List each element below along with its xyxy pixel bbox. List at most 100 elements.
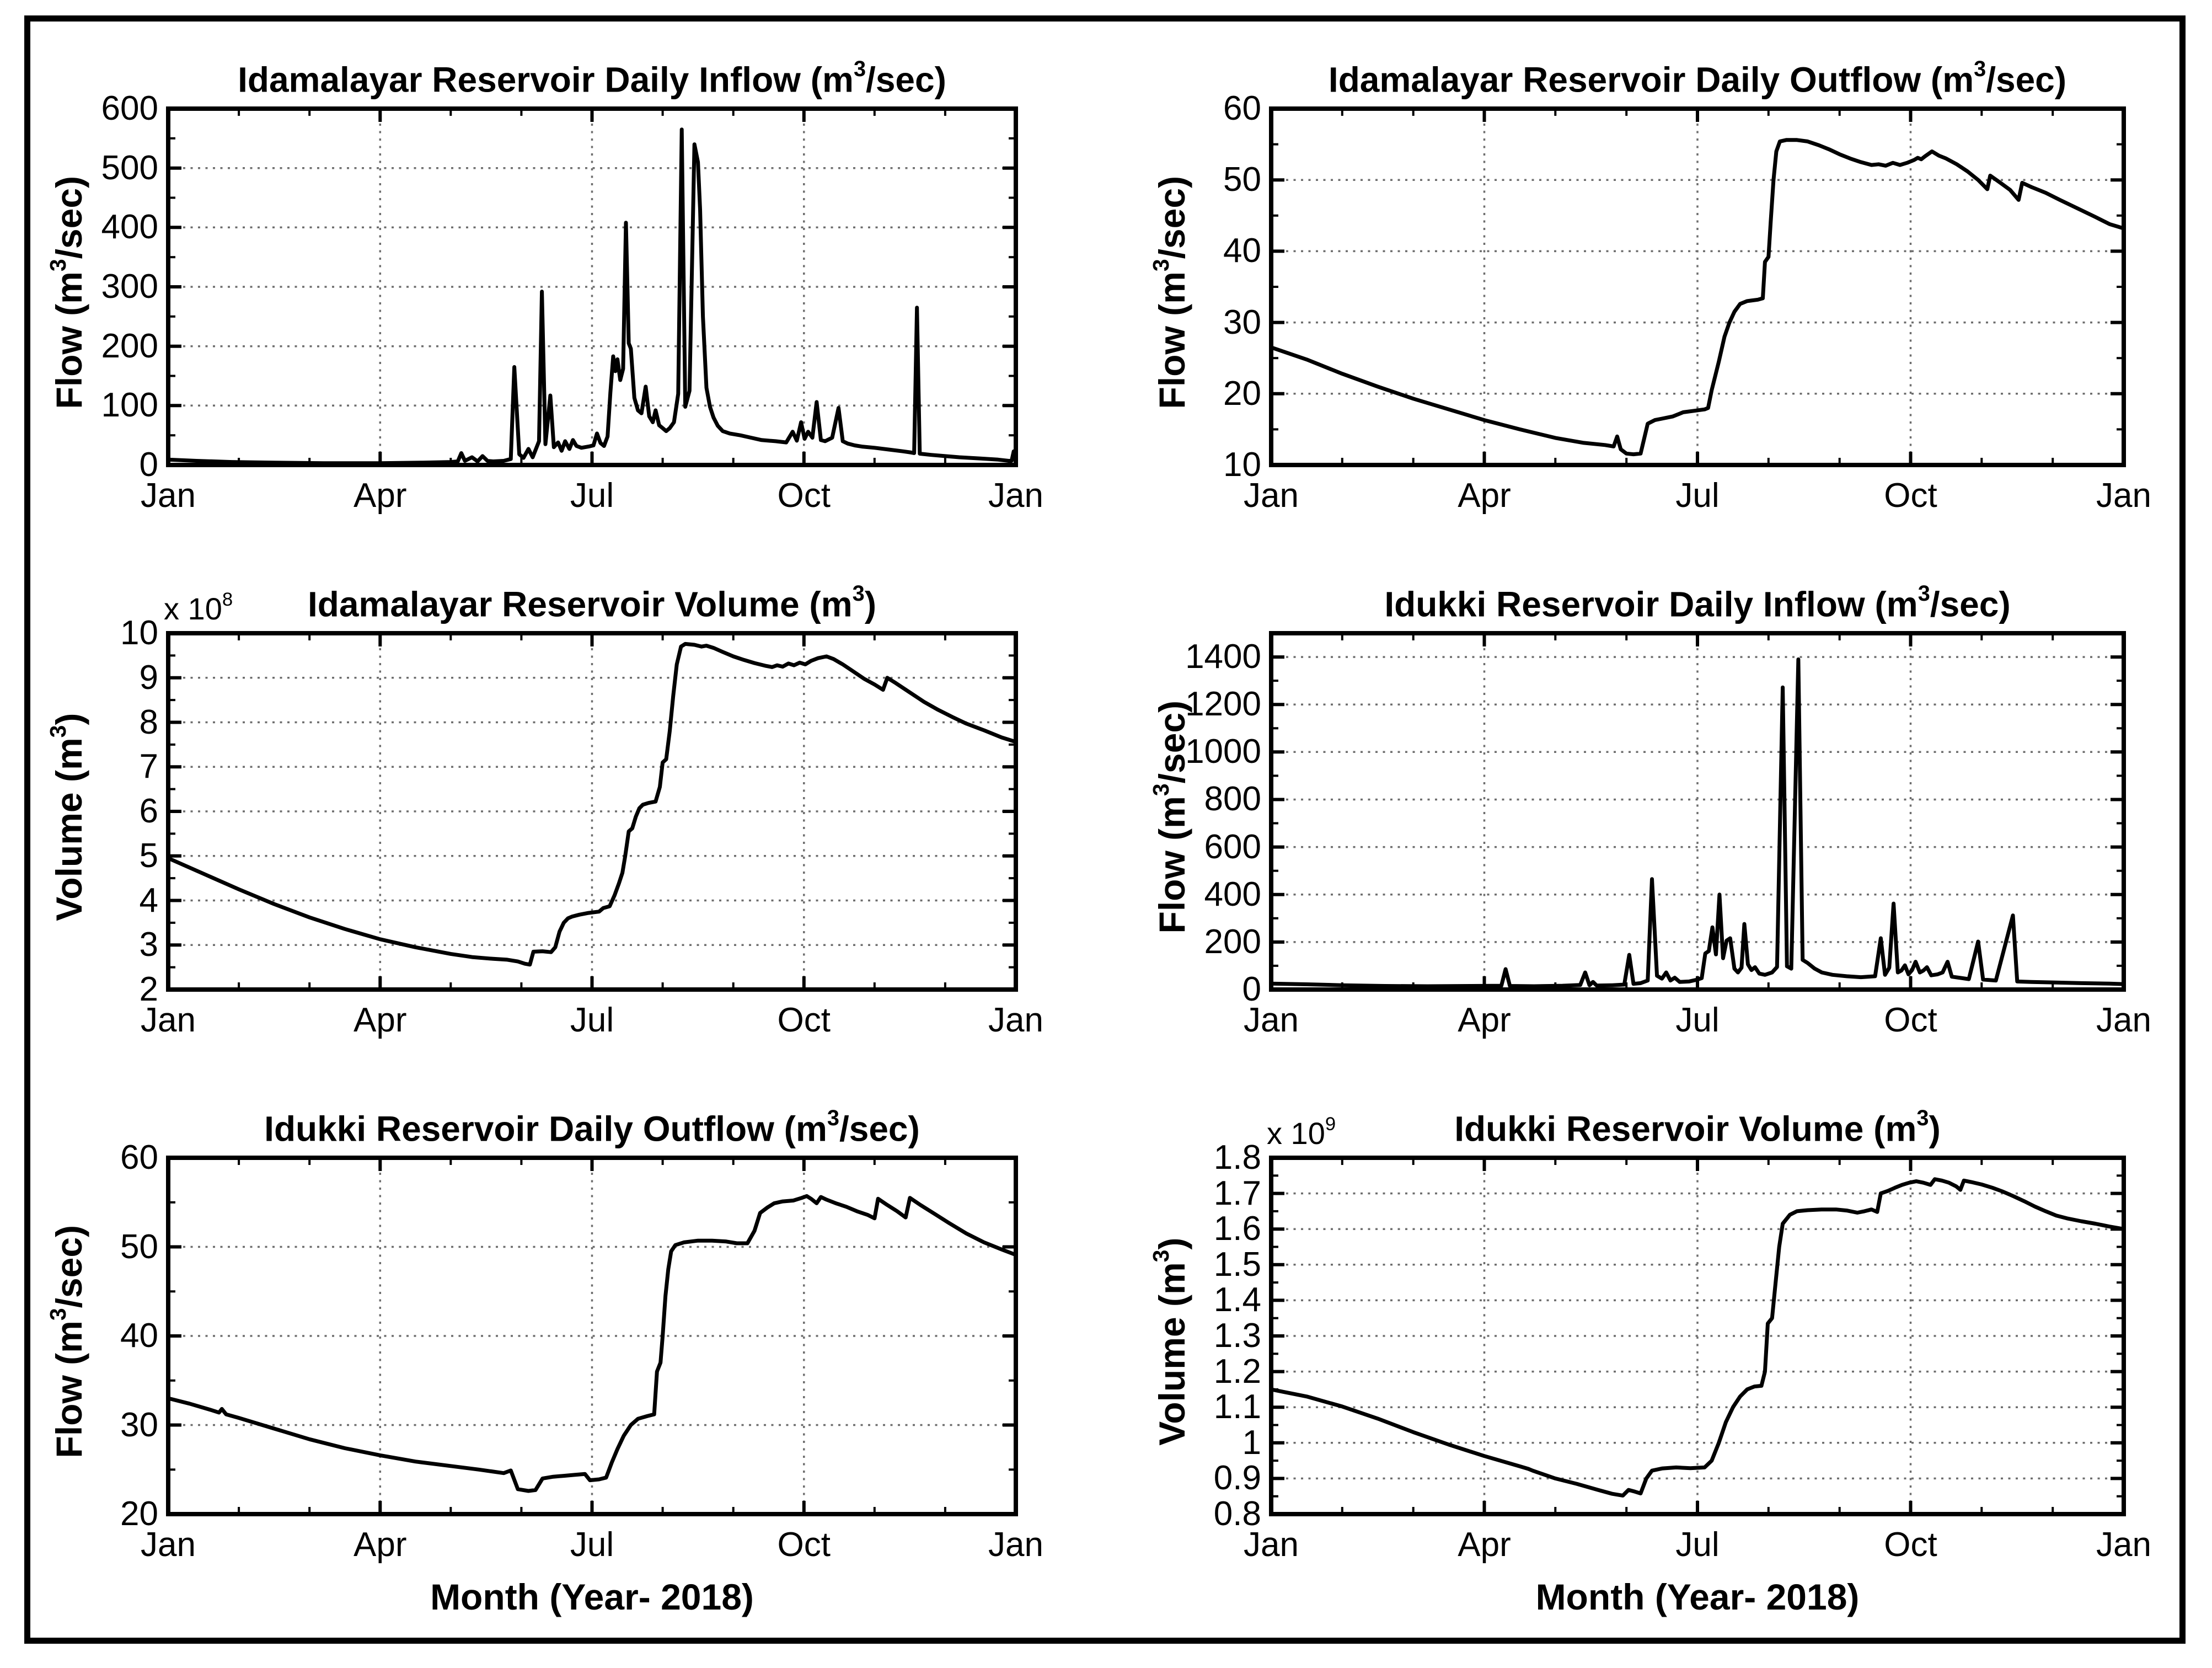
y-axis-label-superscript: 3 <box>45 725 71 738</box>
plot-frame <box>1269 631 2126 992</box>
y-tick-label: 0 <box>139 446 158 484</box>
y-tick-label: 500 <box>101 148 158 187</box>
gridlines <box>168 1158 1016 1514</box>
data-curve-idukki-daily-inflow <box>1269 657 2126 988</box>
exponent-text: x 10 <box>164 591 222 626</box>
y-tick-label: 10 <box>120 614 158 652</box>
y-tick-label: 1000 <box>1185 733 1261 771</box>
y-tick-label: 40 <box>1223 232 1261 270</box>
title-text: ) <box>864 584 877 624</box>
y-tick-label: 1.3 <box>1213 1317 1261 1355</box>
y-tick-label: 800 <box>1204 780 1261 819</box>
y-tick-label: 8 <box>139 703 158 741</box>
y-axis-label-idukki-daily-inflow: Flow (m3/sec) <box>1140 639 1193 995</box>
y-tick-label: 6 <box>139 792 158 830</box>
y-axis-label-text: /sec) <box>49 1225 90 1308</box>
title-text: ) <box>1929 1109 1941 1149</box>
y-tick-label: 1 <box>1242 1423 1261 1462</box>
y-tick-label: 0 <box>1242 970 1261 1008</box>
plot-title-idukki-daily-outflow: Idukki Reservoir Daily Outflow (m3/sec) <box>168 1098 1016 1149</box>
y-tick-label: 0.9 <box>1213 1459 1261 1498</box>
plot-area-idukki-volume <box>1269 1156 2126 1516</box>
y-tick-label: 20 <box>1223 374 1261 413</box>
plot-title-idamalayar-daily-inflow: Idamalayar Reservoir Daily Inflow (m3/se… <box>168 49 1016 100</box>
y-axis-label-idukki-daily-outflow: Flow (m3/sec) <box>37 1163 90 1520</box>
title-text: Idukki Reservoir Volume (m <box>1454 1109 1917 1149</box>
data-curve-idukki-daily-outflow <box>166 1194 1018 1493</box>
x-tick-label: Apr <box>1458 1001 1511 1039</box>
y-tick-label: 1.2 <box>1213 1352 1261 1391</box>
x-tick-label: Jan <box>1244 477 1299 515</box>
x-tick-label: Jan <box>2096 477 2151 515</box>
title-text: /sec) <box>1930 584 2011 624</box>
x-tick-label: Jul <box>1675 1001 1720 1039</box>
x-tick-label: Jul <box>570 1526 614 1564</box>
x-tick-label: Jan <box>988 1001 1043 1039</box>
plot-area-idukki-daily-outflow <box>166 1156 1018 1516</box>
x-tick-label: Oct <box>1884 1526 1937 1564</box>
data-curve-idamalayar-daily-outflow <box>1269 138 2126 457</box>
x-tick-label: Jan <box>988 1526 1043 1564</box>
y-axis-label-text: /sec) <box>49 175 90 259</box>
x-tick-label: Jan <box>141 1001 196 1039</box>
title-text: /sec) <box>839 1109 920 1149</box>
plot-title-idamalayar-daily-outflow: Idamalayar Reservoir Daily Outflow (m3/s… <box>1271 49 2124 100</box>
exponent-text: x 10 <box>1267 1115 1325 1151</box>
title-text: Idamalayar Reservoir Daily Inflow (m <box>238 60 854 100</box>
y-tick-label: 1.5 <box>1213 1245 1261 1284</box>
y-axis-label-text: /sec) <box>1151 175 1193 259</box>
title-text: Idamalayar Reservoir Volume (m <box>307 584 853 624</box>
y-tick-label: 1.1 <box>1213 1388 1261 1426</box>
x-tick-label: Jan <box>141 477 196 515</box>
y-axis-label-text: Flow (m <box>49 271 90 409</box>
y-axis-label-superscript: 3 <box>1148 1249 1174 1263</box>
axis-exponent-label: x 108 <box>164 582 233 626</box>
y-tick-label: 1.8 <box>1213 1138 1261 1177</box>
title-text: /sec) <box>1986 60 2067 100</box>
y-tick-label: 4 <box>139 881 158 919</box>
y-tick-label: 60 <box>120 1138 158 1177</box>
y-axis-label-superscript: 3 <box>1148 259 1174 272</box>
plot-frame <box>166 631 1018 992</box>
y-tick-label: 50 <box>120 1227 158 1266</box>
y-axis-label-idamalayar-volume: Volume (m3) <box>37 639 90 995</box>
data-curve-idamalayar-daily-inflow <box>166 127 1018 466</box>
y-axis-label-text: Flow (m <box>49 1320 90 1458</box>
y-axis-label-idukki-volume: Volume (m3) <box>1140 1163 1193 1520</box>
gridlines <box>1271 109 2124 465</box>
x-axis-label-idukki-daily-outflow: Month (Year- 2018) <box>430 1576 754 1617</box>
y-axis-label-text: ) <box>49 713 90 725</box>
gridlines <box>1271 1158 2124 1514</box>
exponent-superscript: 8 <box>222 589 233 610</box>
y-axis-label-text: Volume (m <box>49 737 90 921</box>
plot-title-idukki-volume: Idukki Reservoir Volume (m3) <box>1271 1098 2124 1149</box>
y-tick-label: 7 <box>139 747 158 786</box>
plot-title-idamalayar-volume: Idamalayar Reservoir Volume (m3) <box>168 574 1016 624</box>
y-tick-label: 200 <box>1204 922 1261 961</box>
x-tick-label: Apr <box>354 477 407 515</box>
y-axis-label-superscript: 3 <box>45 259 71 272</box>
gridlines <box>1271 633 2124 990</box>
x-tick-label: Apr <box>354 1001 407 1039</box>
x-tick-label: Jul <box>1675 1526 1720 1564</box>
y-tick-label: 200 <box>101 327 158 365</box>
y-tick-label: 2 <box>139 970 158 1008</box>
y-tick-label: 1.6 <box>1213 1210 1261 1248</box>
x-tick-label: Jan <box>2096 1001 2151 1039</box>
plot-area-idamalayar-volume <box>166 631 1018 992</box>
title-text: Idukki Reservoir Daily Outflow (m <box>264 1109 827 1149</box>
y-tick-label: 600 <box>101 89 158 127</box>
y-tick-label: 300 <box>101 268 158 306</box>
y-axis-label-text: ) <box>1151 1237 1193 1250</box>
y-tick-label: 40 <box>120 1317 158 1355</box>
x-tick-label: Oct <box>777 477 831 515</box>
y-axis-label-superscript: 3 <box>45 1308 71 1321</box>
y-tick-label: 30 <box>1223 303 1261 341</box>
x-tick-label: Oct <box>777 1526 831 1564</box>
x-tick-label: Jul <box>1675 477 1720 515</box>
title-superscript: 3 <box>1974 57 1986 81</box>
x-axis-label-idukki-volume: Month (Year- 2018) <box>1535 1576 1860 1617</box>
y-tick-label: 100 <box>101 386 158 425</box>
y-axis-label-text: Flow (m <box>1151 271 1193 409</box>
